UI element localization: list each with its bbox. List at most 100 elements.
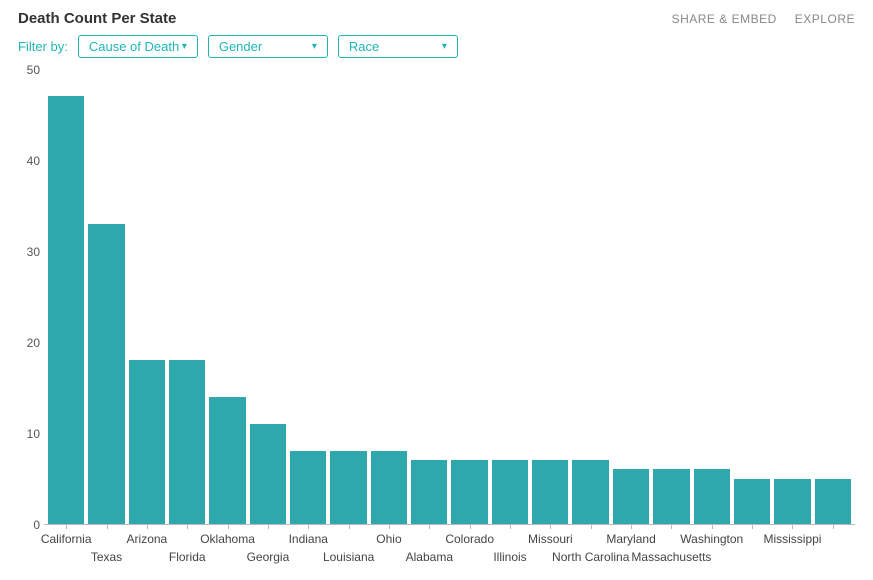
x-axis-label: Mississippi bbox=[763, 532, 821, 546]
x-tick-mark bbox=[389, 524, 390, 529]
x-axis-label: Washington bbox=[680, 532, 743, 546]
y-axis: 01020304050 bbox=[18, 70, 44, 525]
x-axis-label: Alabama bbox=[406, 550, 453, 564]
bar-slot bbox=[209, 70, 245, 524]
x-tick-mark bbox=[550, 524, 551, 529]
bar bbox=[88, 224, 124, 524]
bar-slot bbox=[129, 70, 165, 524]
filter-cause-of-death[interactable]: Cause of Death ▾ bbox=[78, 35, 198, 58]
x-axis-label: Massachusetts bbox=[631, 550, 711, 564]
dropdown-label: Race bbox=[349, 39, 379, 54]
bar-slot bbox=[532, 70, 568, 524]
x-axis-label: Florida bbox=[169, 550, 206, 564]
bar-slot bbox=[88, 70, 124, 524]
bar bbox=[492, 460, 528, 524]
bar bbox=[815, 479, 851, 525]
filter-gender[interactable]: Gender ▾ bbox=[208, 35, 328, 58]
bar-slot bbox=[290, 70, 326, 524]
bar-slot bbox=[250, 70, 286, 524]
death-count-chart: 01020304050 CaliforniaTexasArizonaFlorid… bbox=[18, 70, 855, 570]
bar bbox=[290, 451, 326, 524]
bar bbox=[371, 451, 407, 524]
bar-slot bbox=[572, 70, 608, 524]
bar bbox=[411, 460, 447, 524]
y-tick-label: 40 bbox=[27, 154, 40, 168]
x-axis-label: Missouri bbox=[528, 532, 573, 546]
bar bbox=[48, 96, 84, 524]
x-tick-mark bbox=[147, 524, 148, 529]
x-axis-label: North Carolina bbox=[552, 550, 629, 564]
y-tick-label: 30 bbox=[27, 245, 40, 259]
x-tick-mark bbox=[631, 524, 632, 529]
bar bbox=[694, 469, 730, 524]
x-tick-mark bbox=[107, 524, 108, 529]
page-title: Death Count Per State bbox=[18, 10, 176, 27]
x-tick-mark bbox=[268, 524, 269, 529]
bar bbox=[613, 469, 649, 524]
bar bbox=[169, 360, 205, 524]
bar-slot bbox=[371, 70, 407, 524]
x-tick-mark bbox=[429, 524, 430, 529]
bar bbox=[734, 479, 770, 525]
chevron-down-icon: ▾ bbox=[442, 41, 447, 52]
dropdown-label: Gender bbox=[219, 39, 262, 54]
bar-slot bbox=[330, 70, 366, 524]
plot-area bbox=[44, 70, 855, 525]
bar-slot bbox=[653, 70, 689, 524]
x-axis-label: Ohio bbox=[376, 532, 401, 546]
bar-slot bbox=[734, 70, 770, 524]
x-tick-mark bbox=[792, 524, 793, 529]
x-axis-label: California bbox=[41, 532, 92, 546]
x-tick-mark bbox=[510, 524, 511, 529]
dropdown-label: Cause of Death bbox=[89, 39, 179, 54]
x-tick-mark bbox=[308, 524, 309, 529]
y-tick-label: 20 bbox=[27, 336, 40, 350]
bar-slot bbox=[694, 70, 730, 524]
y-tick-label: 0 bbox=[33, 518, 40, 532]
explore-link[interactable]: EXPLORE bbox=[795, 12, 855, 26]
x-axis-labels: CaliforniaTexasArizonaFloridaOklahomaGeo… bbox=[48, 532, 851, 568]
x-tick-mark bbox=[470, 524, 471, 529]
bar bbox=[774, 479, 810, 525]
bar-slot bbox=[492, 70, 528, 524]
bar bbox=[209, 397, 245, 524]
bar bbox=[572, 460, 608, 524]
filter-by-label: Filter by: bbox=[18, 39, 68, 54]
bars-container bbox=[48, 70, 851, 524]
y-tick-label: 10 bbox=[27, 427, 40, 441]
x-tick-mark bbox=[66, 524, 67, 529]
bar bbox=[451, 460, 487, 524]
x-axis-label: Texas bbox=[91, 550, 122, 564]
y-tick-label: 50 bbox=[27, 63, 40, 77]
bar-slot bbox=[774, 70, 810, 524]
x-tick-mark bbox=[712, 524, 713, 529]
bar bbox=[653, 469, 689, 524]
x-axis-label: Indiana bbox=[289, 532, 328, 546]
bar bbox=[532, 460, 568, 524]
x-axis-label: Colorado bbox=[445, 532, 494, 546]
bar-slot bbox=[48, 70, 84, 524]
x-tick-mark bbox=[187, 524, 188, 529]
x-tick-mark bbox=[591, 524, 592, 529]
x-axis-label: Maryland bbox=[606, 532, 655, 546]
x-tick-mark bbox=[833, 524, 834, 529]
bar-slot bbox=[613, 70, 649, 524]
x-tick-mark bbox=[349, 524, 350, 529]
chevron-down-icon: ▾ bbox=[312, 41, 317, 52]
x-tick-mark bbox=[228, 524, 229, 529]
bar-slot bbox=[815, 70, 851, 524]
x-axis-label: Louisiana bbox=[323, 550, 374, 564]
bar bbox=[250, 424, 286, 524]
x-tick-mark bbox=[752, 524, 753, 529]
bar bbox=[330, 451, 366, 524]
x-axis-label: Oklahoma bbox=[200, 532, 255, 546]
bar bbox=[129, 360, 165, 524]
bar-slot bbox=[451, 70, 487, 524]
x-axis-label: Arizona bbox=[127, 532, 168, 546]
x-axis-label: Illinois bbox=[493, 550, 526, 564]
share-embed-link[interactable]: SHARE & EMBED bbox=[672, 12, 777, 26]
x-tick-mark bbox=[671, 524, 672, 529]
filter-race[interactable]: Race ▾ bbox=[338, 35, 458, 58]
bar-slot bbox=[169, 70, 205, 524]
bar-slot bbox=[411, 70, 447, 524]
